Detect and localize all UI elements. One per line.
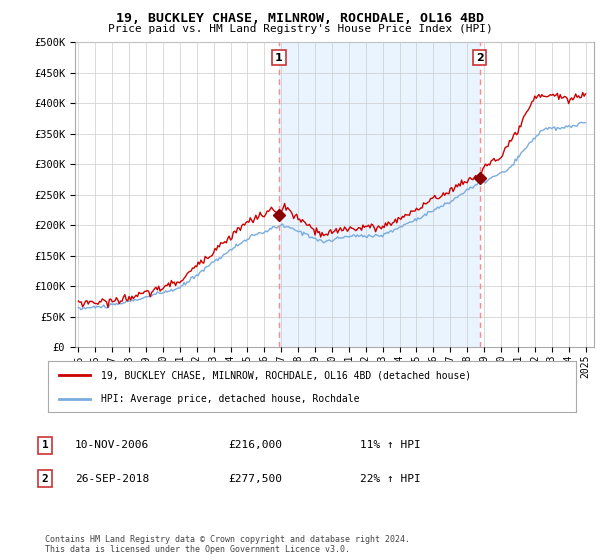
Text: 11% ↑ HPI: 11% ↑ HPI <box>360 440 421 450</box>
Text: Price paid vs. HM Land Registry's House Price Index (HPI): Price paid vs. HM Land Registry's House … <box>107 24 493 34</box>
Text: 26-SEP-2018: 26-SEP-2018 <box>75 474 149 484</box>
Text: HPI: Average price, detached house, Rochdale: HPI: Average price, detached house, Roch… <box>101 394 359 404</box>
Text: 19, BUCKLEY CHASE, MILNROW, ROCHDALE, OL16 4BD (detached house): 19, BUCKLEY CHASE, MILNROW, ROCHDALE, OL… <box>101 370 471 380</box>
Text: 10-NOV-2006: 10-NOV-2006 <box>75 440 149 450</box>
Text: 2: 2 <box>41 474 49 484</box>
Text: £216,000: £216,000 <box>228 440 282 450</box>
Text: 19, BUCKLEY CHASE, MILNROW, ROCHDALE, OL16 4BD: 19, BUCKLEY CHASE, MILNROW, ROCHDALE, OL… <box>116 12 484 25</box>
Text: Contains HM Land Registry data © Crown copyright and database right 2024.
This d: Contains HM Land Registry data © Crown c… <box>45 535 410 554</box>
Bar <box>279 42 479 347</box>
Text: 22% ↑ HPI: 22% ↑ HPI <box>360 474 421 484</box>
Text: £277,500: £277,500 <box>228 474 282 484</box>
Text: 2: 2 <box>476 53 484 63</box>
Text: 1: 1 <box>41 440 49 450</box>
Text: 1: 1 <box>275 53 283 63</box>
